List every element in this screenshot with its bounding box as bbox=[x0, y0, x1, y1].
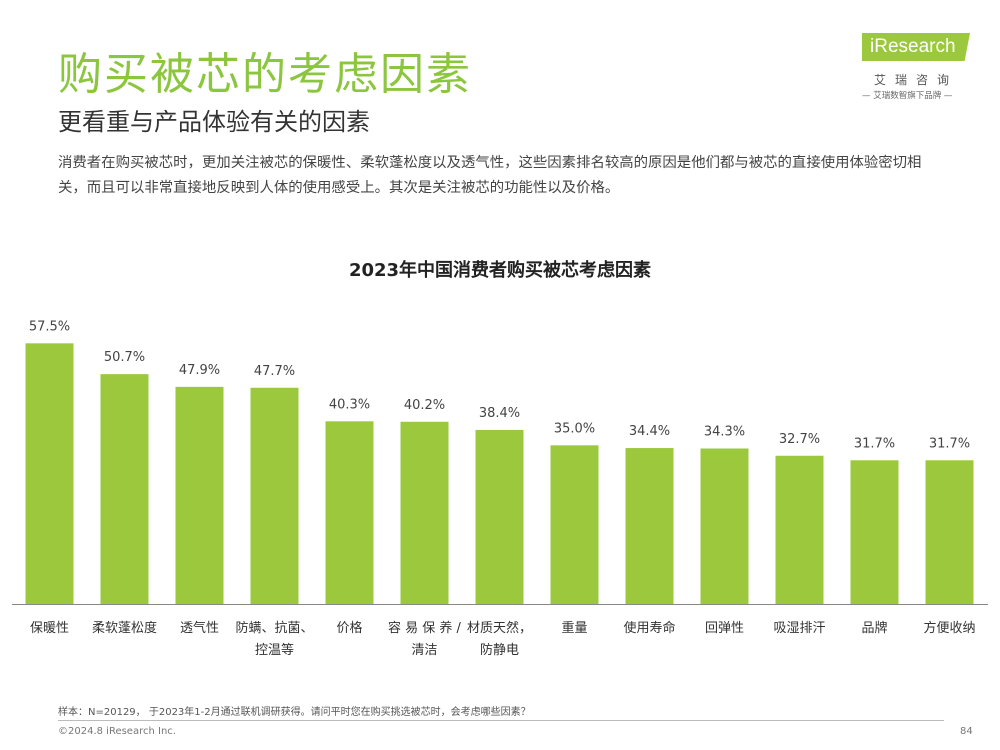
bar-chart: 57.5% 保暖性 50.7% 柔软蓬松度 47.9% 透气性 47.7% 防螨、抗菌、控温等… bbox=[12, 319, 988, 658]
page-number: 84 bbox=[960, 726, 973, 737]
bar bbox=[25, 343, 74, 604]
bar bbox=[325, 421, 374, 604]
data-label: 47.7% bbox=[254, 364, 295, 379]
data-label: 34.4% bbox=[629, 424, 670, 439]
data-label: 50.7% bbox=[104, 350, 145, 365]
footer-note: 样本：N=20129， 于2023年1-2月通过联机调研获得。请问平时您在购买挑… bbox=[58, 707, 531, 718]
footer-divider bbox=[58, 720, 944, 721]
bar bbox=[400, 421, 449, 604]
data-label: 35.0% bbox=[554, 421, 595, 436]
x-tick-label: 重量 bbox=[561, 620, 587, 636]
chart-title: 2023年中国消费者购买被芯考虑因素 bbox=[348, 260, 652, 281]
x-tick-label: 吸湿排汗 bbox=[773, 621, 825, 636]
logo-slogan: — 艾瑞数智旗下品牌 — bbox=[862, 91, 953, 101]
bar bbox=[625, 448, 674, 604]
x-tick-label: 清洁 bbox=[411, 643, 437, 658]
page-description: 消费者在购买被芯时，更加关注被芯的保暖性、柔软蓬松度以及透气性，这些因素排名较高… bbox=[58, 155, 922, 196]
copyright: ©2024.8 iResearch Inc. bbox=[58, 726, 176, 737]
data-label: 31.7% bbox=[929, 436, 970, 451]
bar bbox=[100, 374, 149, 604]
x-tick-label: 材质天然， bbox=[467, 620, 532, 636]
data-label: 40.3% bbox=[329, 397, 370, 412]
data-label: 40.2% bbox=[404, 398, 445, 413]
bar bbox=[775, 455, 824, 604]
bar bbox=[175, 386, 224, 604]
x-tick-label: 柔软蓬松度 bbox=[92, 620, 157, 636]
bar bbox=[475, 429, 524, 604]
bar bbox=[250, 387, 299, 604]
x-tick-label: 价格 bbox=[336, 620, 362, 636]
data-label: 47.9% bbox=[179, 363, 220, 378]
logo-badge: iResearch bbox=[862, 33, 970, 61]
data-label: 31.7% bbox=[854, 436, 895, 451]
x-tick-label: 使用寿命 bbox=[623, 620, 675, 636]
data-label: 32.7% bbox=[779, 432, 820, 447]
bar bbox=[850, 460, 899, 604]
x-tick-label: 控温等 bbox=[255, 642, 294, 658]
x-tick-label: 保暖性 bbox=[30, 621, 69, 636]
x-tick-label: 容 易 保 养 / bbox=[388, 620, 462, 636]
x-tick-label: 方便收纳 bbox=[923, 620, 975, 636]
x-tick-label: 回弹性 bbox=[705, 621, 744, 636]
data-label: 57.5% bbox=[29, 319, 70, 334]
page-subtitle: 更看重与产品体验有关的因素 bbox=[58, 108, 370, 136]
page-title: 购买被芯的考虑因素 bbox=[58, 49, 472, 100]
bar bbox=[550, 445, 599, 604]
x-tick-label: 防静电 bbox=[480, 642, 519, 658]
data-label: 38.4% bbox=[479, 406, 520, 421]
x-tick-label: 透气性 bbox=[180, 620, 219, 636]
iresearch-logo: iResearch 艾瑞咨询 — 艾瑞数智旗下品牌 — bbox=[858, 33, 973, 108]
bar bbox=[700, 448, 749, 604]
x-tick-label: 防螨、抗菌、 bbox=[235, 620, 313, 636]
x-tick-label: 品牌 bbox=[861, 620, 887, 636]
data-label: 34.3% bbox=[704, 425, 745, 440]
bar bbox=[925, 460, 974, 604]
logo-cn-name: 艾瑞咨询 bbox=[874, 73, 959, 87]
